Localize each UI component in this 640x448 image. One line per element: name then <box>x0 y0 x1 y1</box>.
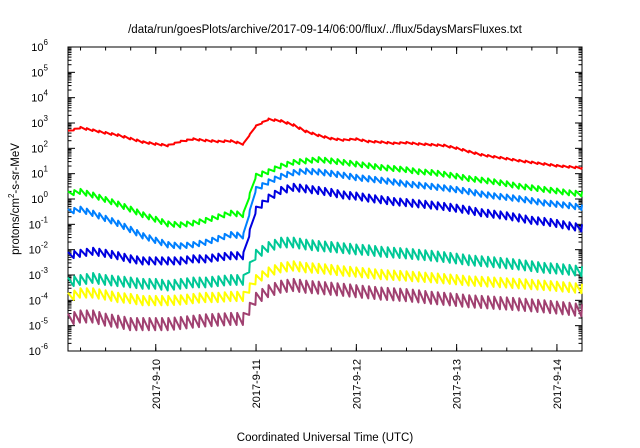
x-axis: 2017-9-10 2017-9-11 2017-9-12 2017-9-13 2017… <box>80 47 583 409</box>
y-tick-exponent: 4 <box>44 89 49 98</box>
y-tick-label: 10-1 <box>29 215 49 231</box>
series-group <box>67 117 583 332</box>
series-line-3 <box>67 167 583 250</box>
y-axis-title-suffix: -s-sr-MeV <box>10 143 22 194</box>
y-tick-exponent: 2 <box>44 139 49 148</box>
y-axis-title-sup: 2 <box>7 193 16 198</box>
y-tick-exponent: 1 <box>44 165 49 174</box>
series-line-6 <box>67 260 583 307</box>
y-tick-base: 10 <box>31 67 43 79</box>
y-tick-label: 102 <box>31 139 48 155</box>
y-tick-exponent: 5 <box>44 63 49 72</box>
y-tick-label: 10-3 <box>29 266 49 282</box>
y-tick-label: 10-5 <box>29 317 49 333</box>
y-tick-base: 10 <box>29 346 41 358</box>
y-tick-label: 10-2 <box>29 241 49 257</box>
series-line-7 <box>67 277 583 332</box>
y-tick-exponent: -4 <box>41 291 49 300</box>
y-axis: 10-610-510-410-310-210-11001011021031041… <box>29 38 582 358</box>
x-tick-label: 2017-9-10 <box>151 359 163 409</box>
series-line-2 <box>67 156 583 229</box>
y-tick-exponent: 3 <box>44 114 49 123</box>
y-tick-label: 10-6 <box>29 342 49 358</box>
series-line-4 <box>67 182 583 266</box>
series-line-1 <box>67 117 583 170</box>
y-tick-base: 10 <box>31 169 43 181</box>
y-tick-label: 104 <box>31 89 48 105</box>
y-tick-base: 10 <box>31 118 43 130</box>
y-axis-title: protons/cm2-s-sr-MeV <box>7 143 22 255</box>
y-axis-title-prefix: protons/cm <box>10 198 22 255</box>
y-tick-exponent: -6 <box>41 342 49 351</box>
y-tick-exponent: -3 <box>41 266 49 275</box>
y-tick-label: 101 <box>31 165 48 181</box>
y-tick-exponent: 0 <box>44 190 49 199</box>
y-tick-exponent: 6 <box>44 38 49 47</box>
y-tick-label: 105 <box>31 63 48 79</box>
y-tick-base: 10 <box>29 321 41 333</box>
x-tick-label: 2017-9-11 <box>251 359 263 408</box>
y-tick-label: 10-4 <box>29 291 49 307</box>
chart-title: /data/run/goesPlots/archive/2017-09-14/0… <box>128 24 523 36</box>
y-tick-label: 106 <box>31 38 48 54</box>
x-axis-title: Coordinated Universal Time (UTC) <box>237 432 414 444</box>
x-tick-label: 2017-9-13 <box>452 359 464 409</box>
series-line-5 <box>67 236 583 292</box>
y-tick-base: 10 <box>31 42 43 54</box>
y-tick-base: 10 <box>29 219 41 231</box>
y-tick-label: 100 <box>31 190 48 206</box>
y-tick-base: 10 <box>31 143 43 155</box>
y-tick-label: 103 <box>31 114 48 130</box>
y-tick-exponent: -1 <box>41 215 49 224</box>
x-tick-label: 2017-9-12 <box>351 359 363 409</box>
y-tick-exponent: -5 <box>41 317 49 326</box>
x-tick-label: 2017-9-14 <box>552 359 564 409</box>
y-tick-base: 10 <box>31 93 43 105</box>
y-tick-base: 10 <box>29 270 41 282</box>
y-tick-base: 10 <box>31 194 43 206</box>
y-tick-base: 10 <box>29 245 41 257</box>
y-tick-base: 10 <box>29 295 41 307</box>
y-tick-exponent: -2 <box>41 241 49 250</box>
